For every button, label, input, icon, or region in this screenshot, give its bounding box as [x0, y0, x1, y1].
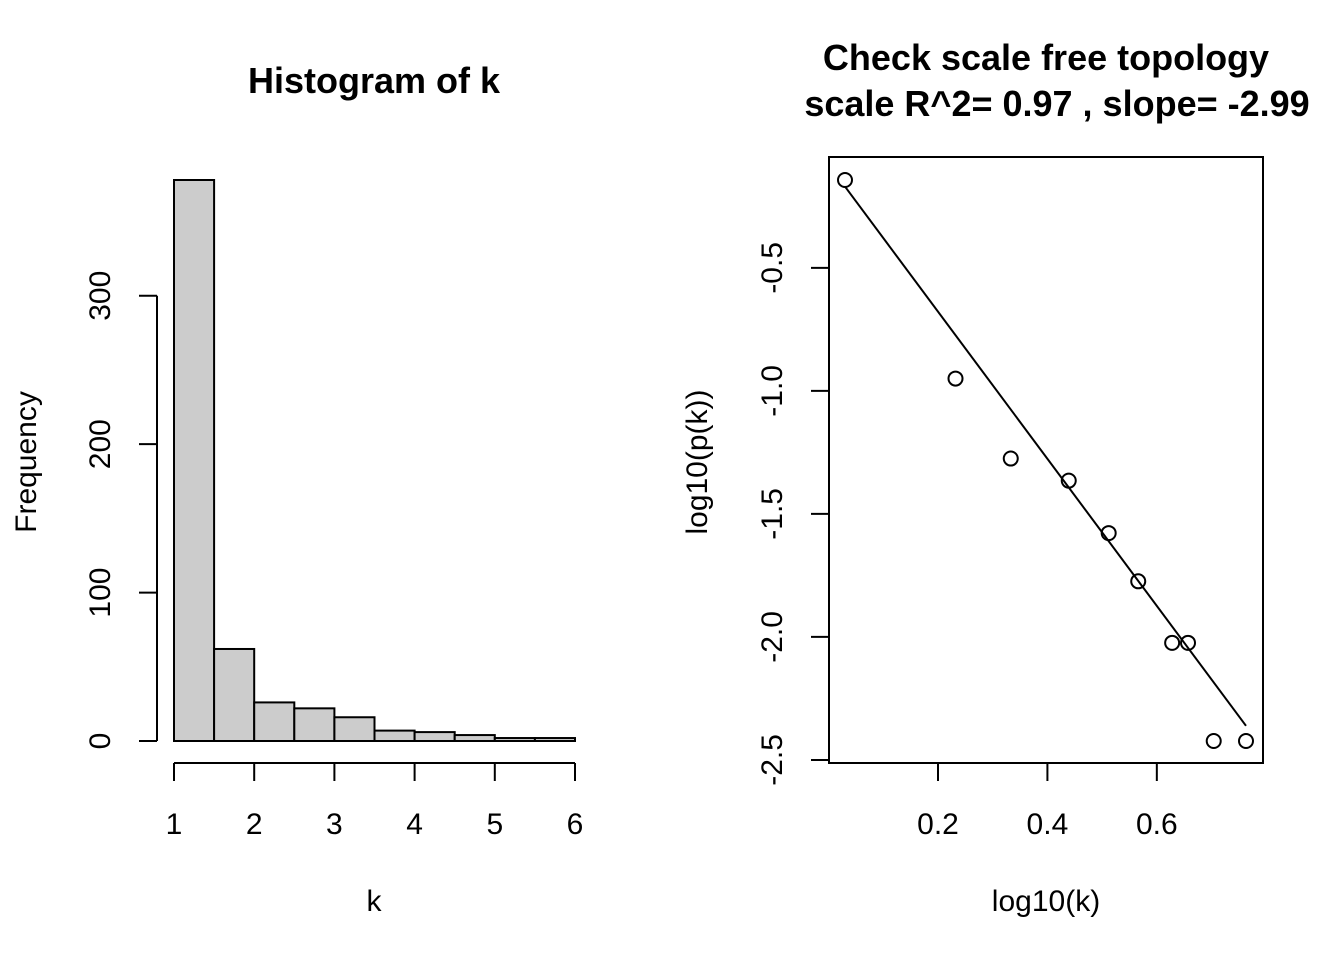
histogram-x-tick-label: 6	[567, 808, 584, 841]
histogram-x-label: k	[367, 885, 383, 918]
histogram-bar	[493, 737, 536, 742]
histogram-x-tick-label: 3	[326, 808, 343, 841]
histogram-bar	[253, 701, 296, 743]
scatter-point	[837, 172, 853, 188]
histogram-x-tick-label: 5	[486, 808, 503, 841]
histogram-bar	[533, 737, 577, 742]
scatter-point	[1238, 733, 1254, 749]
scatter-points	[837, 172, 1254, 749]
histogram-y-tick-label: 0	[84, 733, 117, 750]
histogram-bar	[333, 716, 376, 742]
scatter-point	[1002, 450, 1019, 467]
scatter-point	[947, 370, 964, 387]
fit-line-group	[844, 185, 1247, 727]
fit-line	[844, 185, 1247, 727]
histogram-x-tick-label: 4	[406, 808, 423, 841]
scatter-y-tick-label: -2.5	[756, 734, 789, 786]
scale-free-panel: Check scale free topology scale R^2= 0.9…	[681, 37, 1310, 918]
scatter-x-axis: 0.2 0.4 0.6	[917, 763, 1178, 841]
histogram-y-label: Frequency	[10, 391, 43, 533]
scatter-y-label: log10(p(k))	[681, 389, 714, 534]
scatter-plot-frame	[828, 156, 1264, 764]
scatter-point	[1130, 573, 1147, 590]
scatter-point	[1180, 634, 1197, 651]
histogram-y-axis: 0 100 200 300	[84, 271, 158, 750]
histogram-bar	[293, 707, 336, 742]
histogram-bar	[213, 647, 256, 743]
histogram-y-tick-label: 200	[84, 419, 117, 469]
histogram-y-tick-label: 100	[84, 568, 117, 618]
scatter-y-axis: -2.5 -2.0 -1.5 -1.0 -0.5	[756, 242, 829, 786]
histogram-bar	[413, 731, 456, 742]
histogram-x-axis: 1 2 3 4 5 6	[166, 762, 584, 841]
scatter-y-tick-label: -0.5	[756, 242, 789, 294]
scatter-y-tick-label: -2.0	[756, 611, 789, 663]
scatter-point	[1100, 525, 1117, 542]
histogram-bar	[453, 734, 496, 742]
scatter-point	[1164, 634, 1181, 651]
scatter-y-tick-label: -1.5	[756, 488, 789, 540]
histogram-panel: Histogram of k k Frequency 1 2 3 4 5 6 0 100 20…	[10, 60, 583, 918]
scatter-x-tick-label: 0.2	[917, 808, 959, 841]
scatter-x-label: log10(k)	[992, 885, 1100, 918]
histogram-bar	[373, 729, 416, 742]
scatter-x-tick-label: 0.4	[1027, 808, 1069, 841]
scatter-x-tick-label: 0.6	[1136, 808, 1178, 841]
scatter-point	[1205, 733, 1222, 749]
scatter-title-line2: scale R^2= 0.97 , slope= -2.99	[804, 83, 1309, 124]
histogram-title: Histogram of k	[248, 60, 501, 101]
histogram-x-tick-label: 1	[166, 808, 183, 841]
scatter-point	[1060, 472, 1077, 489]
scatter-title-line1: Check scale free topology	[823, 37, 1269, 78]
histogram-bars	[173, 179, 577, 743]
histogram-x-tick-label: 2	[246, 808, 263, 841]
histogram-bar	[173, 179, 216, 742]
scatter-y-tick-label: -1.0	[756, 365, 789, 417]
histogram-y-tick-label: 300	[84, 271, 117, 321]
